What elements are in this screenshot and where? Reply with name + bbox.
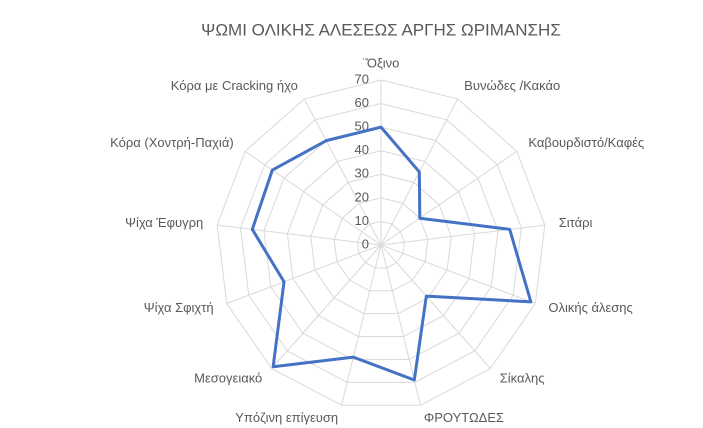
spoke (217, 224, 382, 246)
category-label: ΦΡΟΥΤΩΔΕΣ (424, 410, 504, 425)
y-tick-label: 70 (355, 71, 369, 86)
category-label: Υπόζινη επίγευση (235, 410, 338, 425)
category-label: Σιτάρι (559, 215, 593, 230)
chart-title: ΨΩΜΙ ΟΛΙΚΗΣ ΑΛΕΣΕΩΣ ΑΡΓΗΣ ΩΡΙΜΑΝΣΗΣ (201, 20, 561, 39)
y-tick-label: 60 (355, 95, 369, 110)
spoke (341, 244, 382, 406)
grid-ring (310, 173, 452, 315)
grid-ring (216, 79, 546, 406)
y-tick-label: 30 (355, 166, 369, 181)
spoke (244, 150, 382, 246)
grid-ring (286, 150, 476, 338)
spoke (380, 150, 518, 246)
spoke (303, 98, 382, 246)
data-line (250, 125, 533, 382)
category-label: Σίκαλης (500, 370, 545, 385)
grid-ring (240, 103, 522, 383)
spoke (226, 244, 382, 304)
grid-ring (357, 220, 405, 269)
category-label: Κόρα με Cracking ήχο (171, 78, 298, 93)
grid-ring (263, 126, 499, 360)
y-tick-label: 10 (355, 213, 369, 228)
y-tick-label: 40 (355, 142, 369, 157)
category-label: ¨Όξινο (363, 55, 400, 70)
spoke (380, 224, 545, 246)
category-label: Βυνώδες /Κακάο (464, 78, 560, 93)
category-label: Κόρα (Χοντρή-Παχιά) (110, 135, 234, 150)
category-label: Καβουρδιστό/Καφές (528, 135, 644, 150)
category-label: Ψίχα Έφυγρη (125, 215, 203, 230)
category-label: Μεσογειακό (194, 370, 262, 385)
y-tick-label: 20 (355, 189, 369, 204)
y-tick-label: 0 (362, 236, 369, 251)
category-label: Ψίχα Σφιχτή (144, 300, 214, 315)
grid-ring (333, 197, 429, 292)
category-label: Ολικής άλεσης (548, 300, 632, 315)
spoke (380, 244, 491, 369)
spoke (380, 244, 536, 304)
spoke (271, 244, 382, 369)
